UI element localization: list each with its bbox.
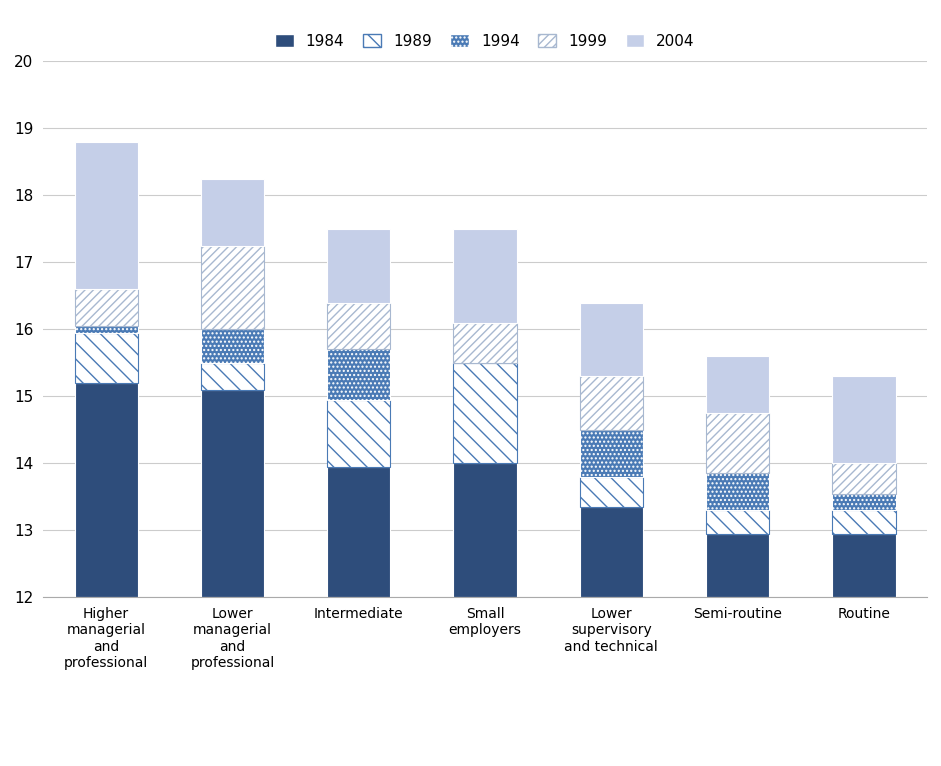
Bar [580, 376, 643, 430]
Bar [74, 290, 137, 326]
Bar [706, 510, 769, 534]
Bar [580, 507, 643, 597]
Bar [833, 376, 896, 463]
Bar [706, 413, 769, 473]
Bar [454, 229, 517, 322]
Bar [327, 349, 391, 400]
Bar [327, 400, 391, 466]
Bar [706, 534, 769, 597]
Bar [706, 473, 769, 510]
Bar [74, 326, 137, 332]
Legend: 1984, 1989, 1994, 1999, 2004: 1984, 1989, 1994, 1999, 2004 [267, 26, 703, 56]
Bar [833, 463, 896, 493]
Bar [200, 246, 264, 329]
Bar [833, 510, 896, 534]
Bar [327, 466, 391, 597]
Bar [580, 303, 643, 376]
Bar [327, 303, 391, 349]
Bar [200, 329, 264, 363]
Bar [833, 493, 896, 510]
Bar [454, 363, 517, 463]
Bar [454, 463, 517, 597]
Bar [580, 476, 643, 507]
Bar [74, 332, 137, 383]
Bar [74, 142, 137, 289]
Bar [706, 356, 769, 413]
Bar [200, 178, 264, 246]
Bar [580, 430, 643, 476]
Bar [327, 229, 391, 303]
Bar [833, 534, 896, 597]
Bar [454, 322, 517, 363]
Bar [74, 383, 137, 597]
Bar [200, 363, 264, 390]
Bar [200, 390, 264, 597]
